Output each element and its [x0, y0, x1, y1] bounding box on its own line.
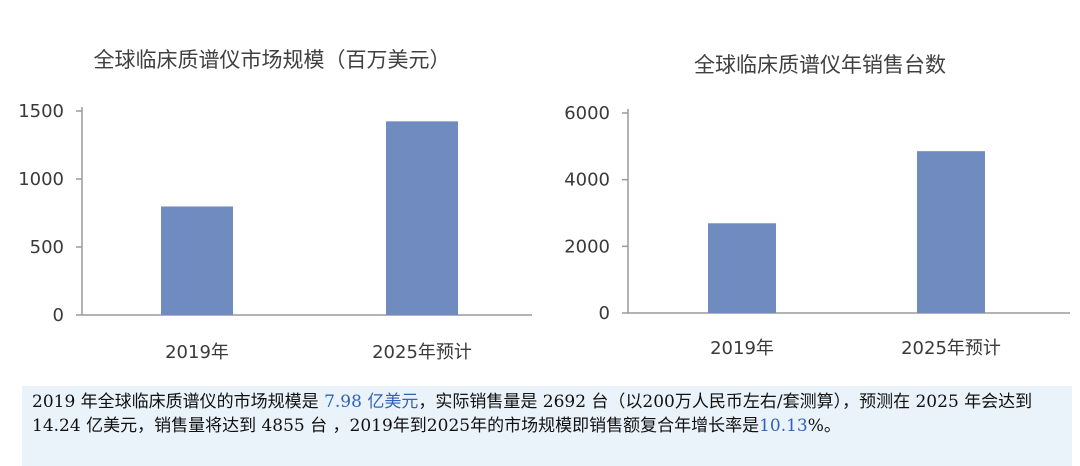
unit-sales-y-tick-label: 6000 [564, 103, 610, 124]
market-size-y-tick-label: 500 [30, 237, 64, 258]
unit-sales-bar-1 [708, 223, 776, 313]
market-size-chart: 全球临床质谱仪市场规模（百万美元） 0 500 1000 1500 2019年 2025年… [18, 48, 532, 363]
caption-highlight-market-size: 7.98 亿美元 [324, 392, 419, 412]
summary-caption: 2019 年全球临床质谱仪的市场规模是 7.98 亿美元，实际销售量是 2692… [22, 386, 1072, 466]
market-size-y-tick-label: 1000 [18, 169, 64, 190]
unit-sales-y-tick-label: 2000 [564, 236, 610, 257]
market-size-category-label: 2019年 [165, 342, 229, 363]
caption-text-3: %。 [807, 416, 841, 436]
unit-sales-category-label: 2025年预计 [901, 338, 1001, 359]
market-size-category-label: 2025年预计 [372, 342, 472, 363]
market-size-bar-2 [386, 121, 458, 315]
unit-sales-category-label: 2019年 [710, 338, 774, 359]
unit-sales-bar-2 [917, 151, 985, 313]
market-size-bar-1 [161, 206, 233, 315]
unit-sales-chart: 全球临床质谱仪年销售台数 0 2000 4000 6000 2019年 2025年预计 [564, 53, 1070, 359]
market-size-chart-title: 全球临床质谱仪市场规模（百万美元） [94, 48, 451, 72]
unit-sales-chart-title: 全球临床质谱仪年销售台数 [694, 53, 946, 77]
caption-highlight-cagr: 10.13 [759, 416, 808, 436]
caption-text-2: ，实际销售量是 2692 台（以200万人民币左右/套测算），预测在 2025 … [32, 392, 1033, 436]
market-size-y-tick-label: 0 [53, 305, 64, 326]
unit-sales-y-tick-label: 0 [599, 303, 610, 324]
unit-sales-y-tick-label: 4000 [564, 170, 610, 191]
market-size-y-tick-label: 1500 [18, 101, 64, 122]
caption-text-1: 2019 年全球临床质谱仪的市场规模是 [32, 392, 325, 412]
